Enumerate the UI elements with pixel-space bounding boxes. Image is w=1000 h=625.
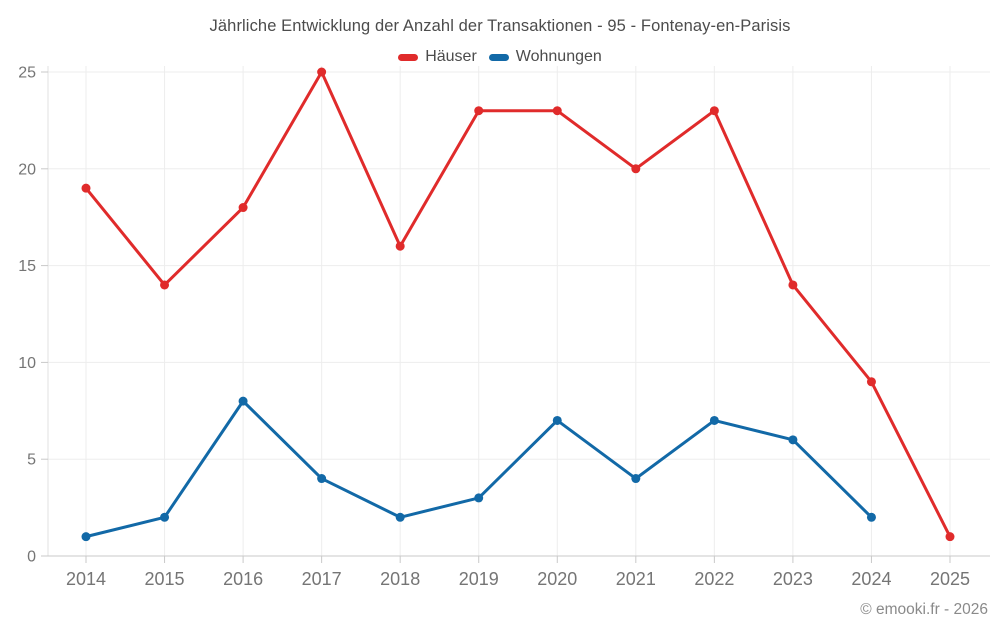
series-point-haeuser[interactable] xyxy=(238,203,248,213)
series-point-haeuser[interactable] xyxy=(631,164,641,174)
x-tick-label: 2014 xyxy=(66,569,106,589)
x-tick-label: 2015 xyxy=(145,569,185,589)
series-point-wohnungen[interactable] xyxy=(552,415,562,425)
series-point-wohnungen[interactable] xyxy=(474,493,484,503)
series-point-haeuser[interactable] xyxy=(866,377,876,387)
chart-legend: Häuser Wohnungen xyxy=(0,46,1000,68)
x-tick-label: 2020 xyxy=(537,569,577,589)
series-point-haeuser[interactable] xyxy=(709,106,719,116)
y-tick-label: 0 xyxy=(27,549,36,566)
series-point-wohnungen[interactable] xyxy=(160,512,170,522)
series-point-wohnungen[interactable] xyxy=(238,396,248,406)
x-tick-label: 2025 xyxy=(930,569,970,589)
series-line-haeuser xyxy=(84,70,952,539)
x-tick-label: 2017 xyxy=(302,569,342,589)
series-point-haeuser[interactable] xyxy=(160,280,170,290)
series-point-haeuser[interactable] xyxy=(317,67,327,77)
chart-title: Jährliche Entwicklung der Anzahl der Tra… xyxy=(209,17,791,35)
x-tick-label: 2023 xyxy=(773,569,813,589)
x-tick-label: 2019 xyxy=(459,569,499,589)
series-point-haeuser[interactable] xyxy=(945,532,955,542)
x-tick-label: 2021 xyxy=(616,569,656,589)
legend-item-haeuser[interactable]: Häuser xyxy=(398,48,477,66)
series-point-wohnungen[interactable] xyxy=(81,532,91,542)
series-point-haeuser[interactable] xyxy=(788,280,798,290)
x-tick-label: 2018 xyxy=(380,569,420,589)
series-point-wohnungen[interactable] xyxy=(709,415,719,425)
series-point-wohnungen[interactable] xyxy=(788,435,798,445)
y-tick-label: 20 xyxy=(18,161,36,178)
series-point-haeuser[interactable] xyxy=(395,241,405,251)
legend-swatch-haeuser-icon xyxy=(398,53,419,61)
series-point-wohnungen[interactable] xyxy=(395,512,405,522)
series-point-haeuser[interactable] xyxy=(81,183,91,193)
series-point-haeuser[interactable] xyxy=(474,106,484,116)
series-point-wohnungen[interactable] xyxy=(317,474,327,484)
series-point-wohnungen[interactable] xyxy=(866,512,876,522)
y-tick-label: 10 xyxy=(18,355,36,372)
legend-label-haeuser: Häuser xyxy=(425,48,477,65)
x-tick-label: 2016 xyxy=(223,569,263,589)
legend-swatch-wohnungen-icon xyxy=(488,53,509,61)
series-point-haeuser[interactable] xyxy=(552,106,562,116)
y-tick-label: 25 xyxy=(18,65,36,82)
legend-label-wohnungen: Wohnungen xyxy=(515,48,602,65)
legend-item-wohnungen[interactable]: Wohnungen xyxy=(488,48,602,66)
x-tick-label: 2022 xyxy=(694,569,734,589)
y-tick-label: 15 xyxy=(18,258,36,275)
y-tick-label: 5 xyxy=(27,452,36,469)
series-point-wohnungen[interactable] xyxy=(631,474,641,484)
x-tick-label: 2024 xyxy=(851,569,891,589)
copyright-note: © emooki.fr - 2026 xyxy=(860,601,988,618)
